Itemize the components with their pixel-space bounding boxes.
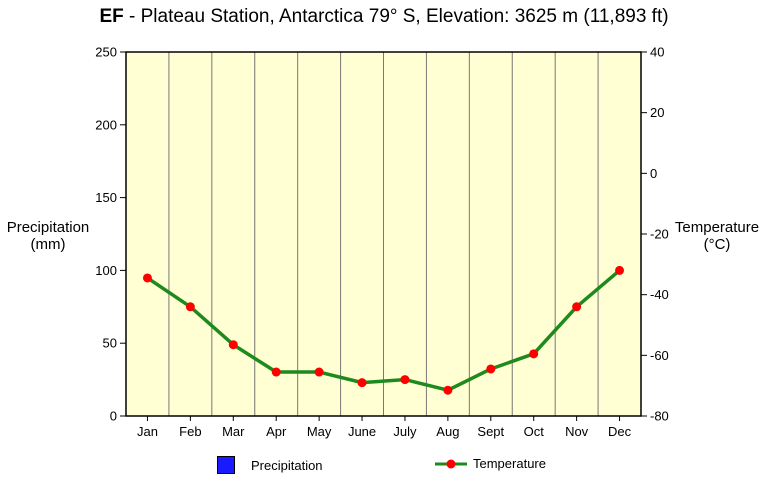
right-axis-title: Temperature (°C) [668,219,766,253]
temperature-point [529,349,539,359]
x-tick-label: Dec [608,424,632,439]
temperature-line [146,269,621,392]
temperature-point [142,273,152,283]
left-axis-title: Precipitation (mm) [0,219,96,253]
left-axis-title-line2: (mm) [30,236,66,253]
legend-item-temperature: Temperature [434,456,546,471]
temperature-points [142,265,625,395]
x-tick-label: Jan [137,424,158,439]
plot-border [125,51,642,417]
temperature-point [615,265,625,275]
right-tick-label: -80 [650,409,669,424]
right-tick-label: -60 [650,348,669,363]
chart-title: EF - Plateau Station, Antarctica 79° S, … [0,6,768,28]
temperature-point [400,375,410,385]
x-tick-label: Mar [222,424,245,439]
x-tick-label: Aug [436,424,459,439]
left-tick-label: 100 [95,263,117,278]
legend-precipitation-swatch [217,456,235,474]
climate-code: EF [99,6,124,27]
temperature-point [271,367,281,377]
right-tick-label: -20 [650,227,669,242]
temperature-point [486,364,496,374]
left-tick-label: 150 [95,190,117,205]
legend-temperature-label: Temperature [473,456,546,471]
x-tick-label: June [348,424,376,439]
title-separator: - [123,6,141,27]
x-tick-label: Oct [524,424,545,439]
temperature-point [572,302,582,312]
legend-temperature-marker [446,459,456,468]
right-tick-label: 20 [650,105,664,120]
left-tick-label: 0 [110,409,117,424]
legend-precipitation-label: Precipitation [251,457,323,473]
right-axis: -80 -60 -40 -20 0 20 40 [641,45,669,424]
right-tick-label: 40 [650,45,664,60]
x-tick-label: July [393,424,417,439]
left-axis-title-line1: Precipitation [6,219,90,236]
left-tick-label: 200 [95,117,117,132]
x-tick-label: Nov [565,424,589,439]
right-axis-title-line2: (°C) [703,236,731,253]
temperature-point [357,378,367,388]
legend-item-precipitation: Precipitation [217,456,323,474]
gridlines [168,52,599,416]
left-axis: 0 50 100 150 200 250 [95,45,126,424]
x-tick-label: Apr [266,424,287,439]
left-tick-label: 50 [103,336,117,351]
temperature-point [314,367,324,377]
x-tick-label: Sept [477,424,504,439]
station-description: Plateau Station, Antarctica 79° S, Eleva… [140,6,669,27]
legend-temperature-symbol [435,459,467,468]
right-axis-title-line1: Temperature [674,219,760,236]
right-tick-label: 0 [650,166,657,181]
temperature-point [185,302,195,312]
temperature-point [228,340,238,350]
left-tick-label: 250 [95,45,117,60]
right-tick-label: -40 [650,287,669,302]
x-axis: Jan Feb Mar Apr May June July Aug Sept Oct Nov Dec [137,416,632,439]
x-tick-label: May [307,424,332,439]
temperature-point [443,385,453,395]
x-tick-label: Feb [179,424,201,439]
